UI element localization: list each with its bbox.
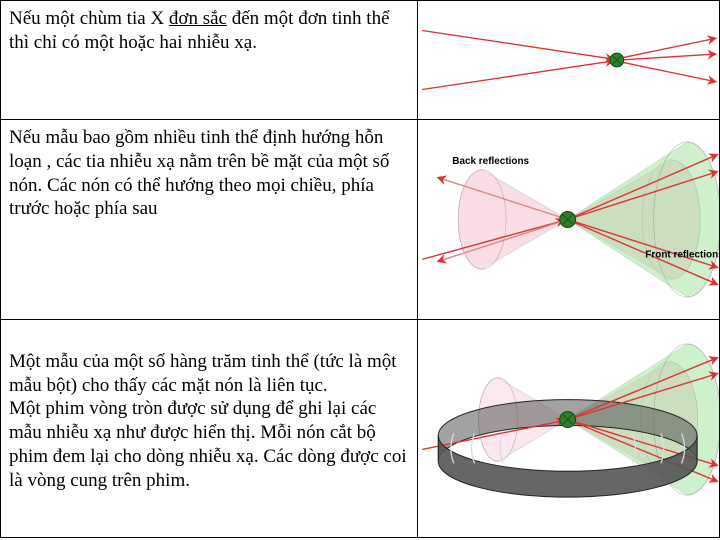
text-underlined-1: đơn sắc xyxy=(169,8,227,29)
svg-poly-crystal: Back reflections Front reflections xyxy=(418,120,719,319)
text-powder-film: Một mẫu của một số hàng trăm tinh thể (t… xyxy=(0,320,418,537)
diffraction-table: Nếu một chùm tia X đơn sắc đến một đơn t… xyxy=(0,0,720,540)
text-pre-1: Nếu một chùm tia X xyxy=(9,8,169,29)
text-pre-3: Một mẫu của một số hàng trăm tinh thể (t… xyxy=(9,351,407,491)
text-single-crystal: Nếu một chùm tia X đơn sắc đến một đơn t… xyxy=(0,1,418,119)
diagram-single-crystal xyxy=(418,1,720,119)
text-pre-2: Nếu mẫu bao gồm nhiều tinh thể định hướn… xyxy=(9,127,389,219)
svg-text:Front reflections: Front reflections xyxy=(645,249,719,260)
svg-text:Back reflections: Back reflections xyxy=(452,156,529,167)
svg-single-crystal xyxy=(418,1,719,119)
diagram-powder-film xyxy=(418,320,720,537)
row-powder-film: Một mẫu của một số hàng trăm tinh thể (t… xyxy=(0,320,720,538)
svg-powder-film xyxy=(418,320,719,537)
diagram-poly-crystal: Back reflections Front reflections xyxy=(418,120,720,319)
row-single-crystal: Nếu một chùm tia X đơn sắc đến một đơn t… xyxy=(0,0,720,120)
row-poly-crystal: Nếu mẫu bao gồm nhiều tinh thể định hướn… xyxy=(0,120,720,320)
text-poly-crystal: Nếu mẫu bao gồm nhiều tinh thể định hướn… xyxy=(0,120,418,319)
